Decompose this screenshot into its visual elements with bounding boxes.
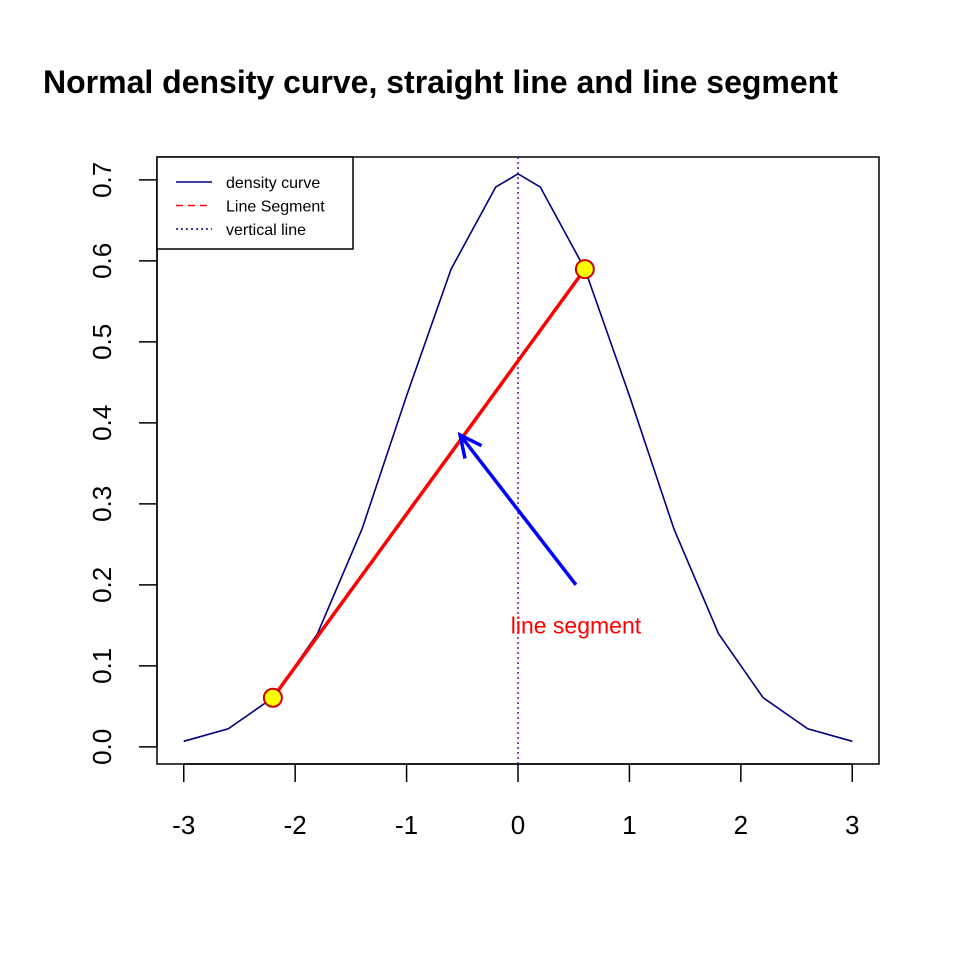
y-axis: 0.0 0.1 0.2 0.3 0.4 0.5 0.6 0.7 [87,162,157,765]
annotation-label: line segment [511,612,642,638]
y-tick-label: 0.0 [87,729,117,765]
x-tick-label: 1 [622,810,636,840]
y-tick-label: 0.5 [87,324,117,360]
x-tick-label: -1 [395,810,418,840]
y-tick-label: 0.3 [87,486,117,522]
segment-endpoint [576,260,594,278]
chart-title: Normal density curve, straight line and … [43,64,838,100]
x-tick-label: 2 [734,810,748,840]
x-tick-label: 3 [845,810,859,840]
legend: density curve Line Segment vertical line [157,157,353,249]
x-axis: -3 -2 -1 0 1 2 3 [172,764,859,840]
x-tick-label: -3 [172,810,195,840]
legend-label: vertical line [226,222,306,239]
y-tick-label: 0.7 [87,162,117,198]
y-tick-label: 0.2 [87,567,117,603]
legend-label: Line Segment [226,199,325,216]
legend-label: density curve [226,175,320,192]
x-tick-label: -2 [284,810,307,840]
y-tick-label: 0.6 [87,243,117,279]
x-tick-label: 0 [511,810,525,840]
segment-endpoint [264,689,282,707]
y-tick-label: 0.1 [87,648,117,684]
y-tick-label: 0.4 [87,405,117,441]
